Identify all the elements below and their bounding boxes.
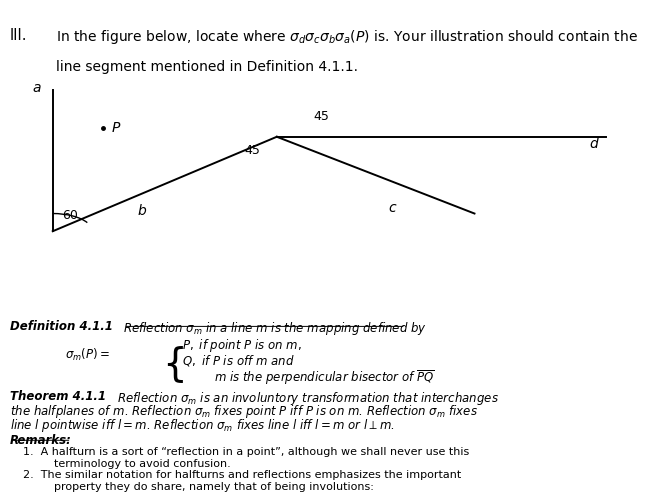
Text: 2.  The similar notation for halfturns and reflections emphasizes the important: 2. The similar notation for halfturns an… <box>23 470 461 480</box>
Text: terminology to avoid confusion.: terminology to avoid confusion. <box>54 459 231 469</box>
Text: Reflection $\sigma_m$ is an involuntory transformation that interchanges: Reflection $\sigma_m$ is an involuntory … <box>111 390 500 407</box>
Text: 45: 45 <box>313 111 329 123</box>
Text: In the figure below, locate where $\sigma_d\sigma_c\sigma_b\sigma_a(P)$ is. Your: In the figure below, locate where $\sigm… <box>56 28 638 46</box>
Text: $\sigma_m(P) =$: $\sigma_m(P) =$ <box>65 347 110 363</box>
Text: a: a <box>32 82 40 95</box>
Text: c: c <box>388 201 396 215</box>
Text: Remarks:: Remarks: <box>10 434 72 447</box>
Text: line $l$ pointwise iff $l = m$. Reflection $\sigma_m$ fixes line $l$ iff $l = m$: line $l$ pointwise iff $l = m$. Reflecti… <box>10 417 395 434</box>
Text: d: d <box>590 137 598 151</box>
Text: {: { <box>162 345 187 383</box>
Text: line segment mentioned in Definition 4.1.1.: line segment mentioned in Definition 4.1… <box>56 60 358 74</box>
Text: $P,$ if point $P$ is on $m,$: $P,$ if point $P$ is on $m,$ <box>182 337 302 354</box>
Text: Theorem 4.1.1: Theorem 4.1.1 <box>10 390 106 403</box>
Text: the halfplanes of m. Reflection $\sigma_m$ fixes point $P$ iff $P$ is on m. Refl: the halfplanes of m. Reflection $\sigma_… <box>10 403 478 421</box>
Text: P: P <box>112 121 121 135</box>
Text: property they do share, namely that of being involutions:: property they do share, namely that of b… <box>54 482 374 492</box>
Text: $m$ is the perpendicular bisector of $\overline{PQ}$: $m$ is the perpendicular bisector of $\o… <box>214 368 436 387</box>
Text: b: b <box>137 204 146 217</box>
Text: 60: 60 <box>63 209 78 221</box>
Text: Definition 4.1.1: Definition 4.1.1 <box>10 320 113 333</box>
Text: 45: 45 <box>244 144 260 156</box>
Text: III.: III. <box>10 28 28 42</box>
Text: $Q,$ if $P$ is off $m$ and: $Q,$ if $P$ is off $m$ and <box>182 353 295 368</box>
Text: 1.  A halfturn is a sort of “reflection in a point”, although we shall never use: 1. A halfturn is a sort of “reflection i… <box>23 447 469 457</box>
Text: Reflection $\sigma_m$ in a line $m$ is the mapping defined by: Reflection $\sigma_m$ in a line $m$ is t… <box>123 320 428 337</box>
